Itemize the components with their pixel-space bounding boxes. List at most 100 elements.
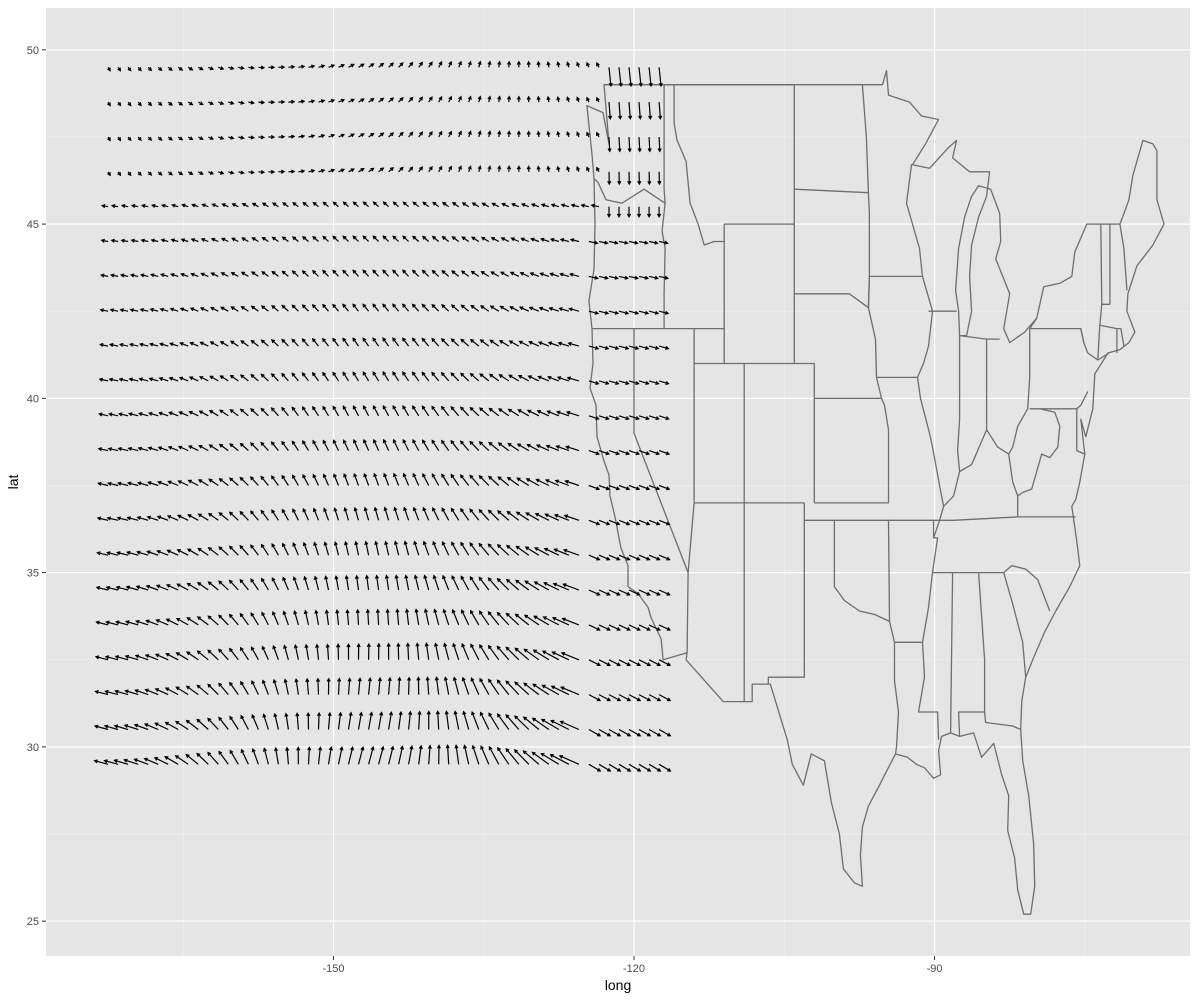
y-tick-label: 50 [27, 45, 39, 57]
wind-arrow [470, 270, 480, 277]
wind-arrow [348, 63, 355, 68]
wind-arrow [219, 341, 229, 347]
wind-arrow [398, 131, 404, 138]
wind-arrow [531, 717, 550, 730]
state-border [1101, 224, 1111, 305]
wind-arrow [608, 240, 619, 245]
wind-arrow [207, 751, 219, 765]
wind-arrow [322, 439, 330, 451]
wind-arrow [588, 240, 599, 245]
wind-arrow [154, 688, 169, 696]
wind-arrow [535, 444, 550, 452]
wind-arrow [440, 338, 450, 347]
wind-arrow [133, 758, 149, 765]
wind-arrow [251, 202, 259, 208]
wind-arrow [598, 415, 610, 421]
wind-arrow [218, 580, 229, 591]
wind-arrow [444, 710, 450, 730]
wind-arrow [229, 443, 239, 452]
wind-arrow [607, 171, 612, 186]
wind-arrow [448, 95, 452, 103]
wind-arrow [164, 756, 179, 765]
wind-arrow [530, 203, 540, 208]
wind-arrow [303, 609, 310, 626]
wind-arrow [428, 165, 433, 173]
wind-arrow [357, 677, 362, 695]
wind-arrow [497, 476, 510, 486]
wind-arrow [288, 169, 296, 174]
wind-arrow [180, 272, 189, 277]
wind-arrow [378, 711, 384, 730]
wind-arrow [239, 476, 249, 486]
wind-arrow [261, 679, 269, 695]
wind-arrow [490, 237, 500, 243]
wind-arrow [109, 273, 119, 278]
wind-arrow [608, 624, 621, 631]
wind-arrow [648, 415, 660, 421]
wind-arrow [208, 101, 215, 105]
wind-arrow [421, 269, 430, 277]
state-border [978, 564, 1051, 612]
wind-arrow [129, 273, 139, 278]
wind-arrow [278, 65, 286, 70]
wind-arrow [470, 304, 480, 312]
wind-arrow [638, 345, 650, 350]
wind-arrow [352, 201, 359, 208]
wind-arrow [116, 481, 129, 487]
wind-arrow [588, 345, 600, 350]
wind-arrow [342, 269, 349, 277]
wind-arrow [438, 165, 443, 173]
wind-arrow [392, 269, 400, 277]
wind-arrow [628, 380, 640, 385]
state-border [875, 377, 883, 399]
wind-arrow [228, 100, 235, 105]
wind-arrow [196, 581, 209, 591]
wind-arrow [412, 472, 420, 486]
wind-arrow [638, 67, 643, 88]
wind-arrow [469, 440, 480, 452]
wind-arrow [546, 130, 551, 138]
wind-arrow [209, 375, 219, 382]
wind-arrow [648, 659, 662, 666]
wind-arrow [143, 723, 159, 731]
wind-arrow [608, 345, 620, 350]
wind-arrow [148, 342, 159, 347]
wind-arrow [251, 713, 259, 730]
wind-arrow [241, 237, 249, 243]
wind-arrow [461, 676, 470, 695]
wind-arrow [368, 98, 375, 103]
wind-arrow [469, 338, 480, 347]
wind-arrow [158, 377, 169, 382]
wind-arrow [460, 609, 470, 626]
wind-arrow [404, 574, 410, 591]
wind-arrow [283, 678, 289, 695]
wind-arrow [332, 201, 339, 208]
wind-arrow [228, 613, 239, 626]
wind-arrow [561, 617, 580, 626]
wind-arrow [271, 236, 279, 242]
wind-arrow [487, 95, 492, 103]
wind-arrow [423, 574, 430, 591]
wind-arrow [402, 404, 410, 417]
wind-arrow [460, 575, 470, 591]
wind-arrow [487, 165, 492, 172]
wind-arrow [628, 275, 640, 280]
wind-arrow [441, 235, 450, 242]
wind-arrow [177, 136, 184, 141]
wind-arrow [488, 373, 500, 382]
wind-arrow [648, 380, 660, 385]
wind-arrow [421, 303, 430, 312]
wind-arrow [308, 134, 316, 139]
y-tick-label: 30 [27, 742, 39, 754]
wind-arrow [413, 540, 420, 556]
wind-arrow [268, 100, 276, 105]
wind-arrow [489, 339, 500, 347]
wind-arrow [526, 409, 540, 417]
wind-arrow [510, 237, 520, 243]
wind-arrow [428, 130, 433, 138]
wind-arrow [397, 676, 402, 695]
wind-arrow [176, 549, 189, 556]
wind-arrow [164, 687, 179, 696]
wind-arrow [324, 609, 330, 625]
wind-arrow [219, 409, 229, 417]
